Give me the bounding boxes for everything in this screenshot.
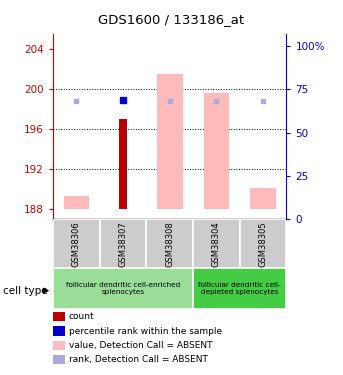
Bar xyxy=(193,268,286,309)
Text: GSM38307: GSM38307 xyxy=(119,221,128,267)
Bar xyxy=(157,74,182,209)
Bar xyxy=(53,268,193,309)
Text: rank, Detection Call = ABSENT: rank, Detection Call = ABSENT xyxy=(69,355,208,364)
Bar xyxy=(100,219,146,268)
Text: GSM38306: GSM38306 xyxy=(72,221,81,267)
Text: GSM38304: GSM38304 xyxy=(212,221,221,267)
Text: cell type: cell type xyxy=(3,286,48,296)
Text: percentile rank within the sample: percentile rank within the sample xyxy=(69,327,222,336)
Text: follicular dendritic cell-
depleted splenocytes: follicular dendritic cell- depleted sple… xyxy=(199,282,281,295)
Bar xyxy=(204,93,229,209)
Text: GSM38305: GSM38305 xyxy=(259,221,268,267)
Text: follicular dendritic cell-enriched
splenocytes: follicular dendritic cell-enriched splen… xyxy=(66,282,180,295)
Bar xyxy=(193,219,240,268)
Bar xyxy=(240,219,286,268)
Text: GSM38308: GSM38308 xyxy=(165,221,174,267)
Bar xyxy=(119,119,127,209)
Text: GDS1600 / 133186_at: GDS1600 / 133186_at xyxy=(98,13,245,26)
Bar xyxy=(250,188,276,209)
Text: value, Detection Call = ABSENT: value, Detection Call = ABSENT xyxy=(69,341,212,350)
Bar xyxy=(53,219,100,268)
Bar xyxy=(64,196,89,209)
Text: count: count xyxy=(69,312,94,321)
Bar xyxy=(146,219,193,268)
